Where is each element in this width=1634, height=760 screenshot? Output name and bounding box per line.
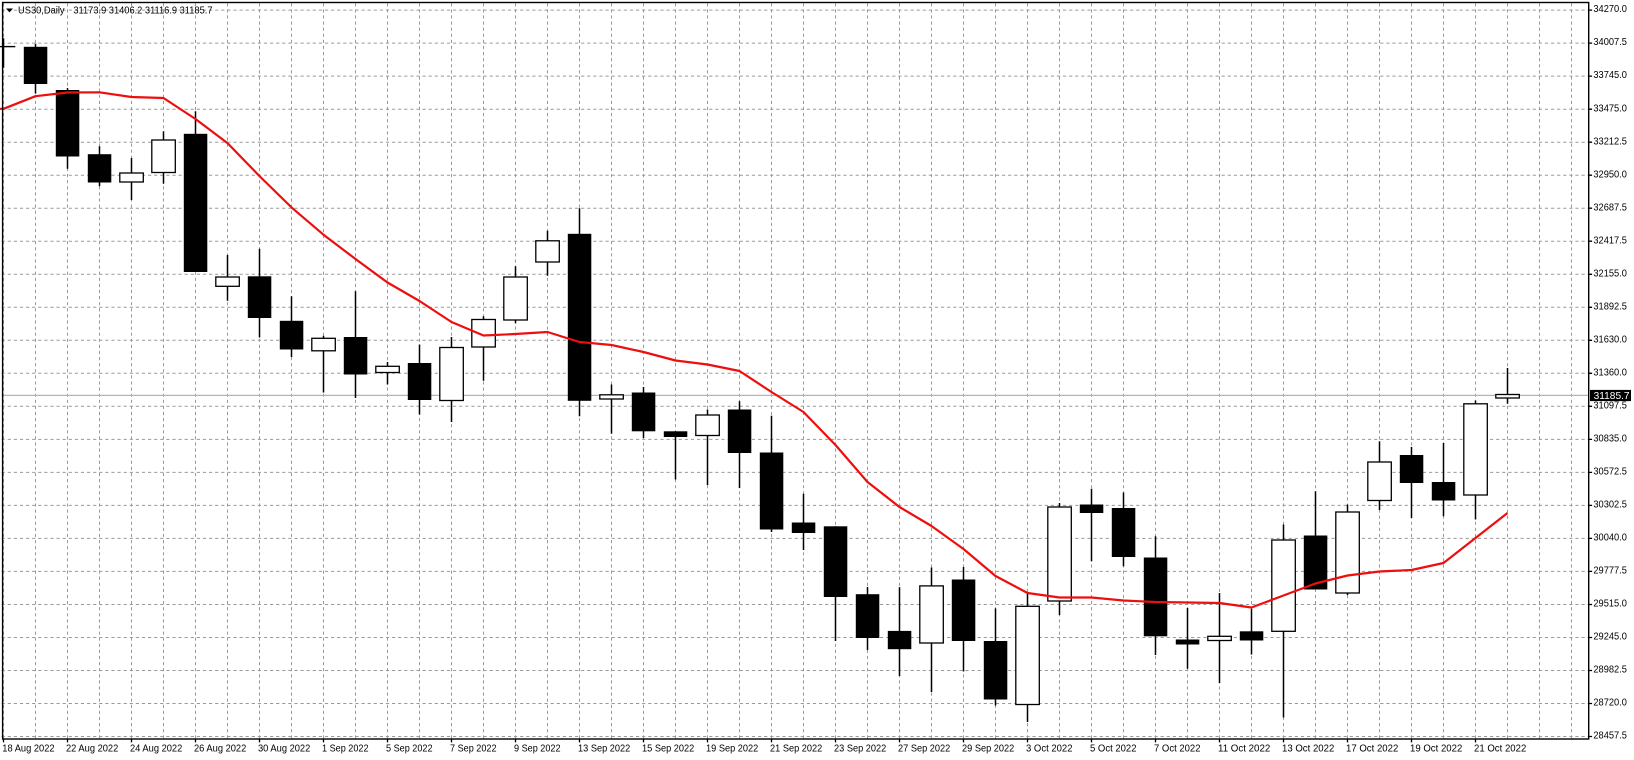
svg-text:5 Sep 2022: 5 Sep 2022 [386, 744, 433, 755]
svg-text:34007.5: 34007.5 [1593, 37, 1627, 48]
svg-text:31185.7: 31185.7 [1594, 391, 1630, 402]
svg-text:22 Aug 2022: 22 Aug 2022 [66, 744, 119, 755]
svg-text:30302.5: 30302.5 [1593, 500, 1627, 511]
svg-text:34270.0: 34270.0 [1593, 4, 1627, 15]
svg-text:33475.0: 33475.0 [1593, 103, 1627, 114]
svg-text:27 Sep 2022: 27 Sep 2022 [898, 744, 951, 755]
svg-text:30572.5: 30572.5 [1593, 467, 1627, 478]
svg-text:30 Aug 2022: 30 Aug 2022 [258, 744, 311, 755]
svg-text:31097.5: 31097.5 [1593, 400, 1627, 411]
svg-text:23 Sep 2022: 23 Sep 2022 [834, 744, 887, 755]
svg-text:32950.0: 32950.0 [1593, 169, 1627, 180]
svg-text:7 Sep 2022: 7 Sep 2022 [450, 744, 497, 755]
svg-text:21 Sep 2022: 21 Sep 2022 [770, 744, 823, 755]
svg-text:30040.0: 30040.0 [1593, 533, 1627, 544]
svg-text:9 Sep 2022: 9 Sep 2022 [514, 744, 561, 755]
svg-text:5 Oct 2022: 5 Oct 2022 [1090, 744, 1137, 755]
svg-text:31360.0: 31360.0 [1593, 367, 1627, 378]
svg-text:32687.5: 32687.5 [1593, 202, 1627, 213]
svg-text:3 Oct 2022: 3 Oct 2022 [1026, 744, 1073, 755]
svg-text:US30,Daily: US30,Daily [18, 6, 65, 17]
svg-text:33212.5: 33212.5 [1593, 136, 1627, 147]
svg-text:21 Oct 2022: 21 Oct 2022 [1474, 744, 1527, 755]
svg-text:28982.5: 28982.5 [1593, 665, 1627, 676]
svg-text:31892.5: 31892.5 [1593, 301, 1627, 312]
svg-text:19 Sep 2022: 19 Sep 2022 [706, 744, 759, 755]
svg-text:13 Oct 2022: 13 Oct 2022 [1282, 744, 1335, 755]
svg-text:24 Aug 2022: 24 Aug 2022 [130, 744, 183, 755]
svg-text:15 Sep 2022: 15 Sep 2022 [642, 744, 695, 755]
svg-text:30835.0: 30835.0 [1593, 434, 1627, 445]
svg-text:7 Oct 2022: 7 Oct 2022 [1154, 744, 1201, 755]
svg-text:29 Sep 2022: 29 Sep 2022 [962, 744, 1015, 755]
svg-text:31630.0: 31630.0 [1593, 334, 1627, 345]
svg-text:28457.5: 28457.5 [1593, 731, 1627, 742]
svg-text:18 Aug 2022: 18 Aug 2022 [2, 744, 55, 755]
svg-text:11 Oct 2022: 11 Oct 2022 [1218, 744, 1271, 755]
svg-text:13 Sep 2022: 13 Sep 2022 [578, 744, 631, 755]
svg-text:26 Aug 2022: 26 Aug 2022 [194, 744, 247, 755]
svg-text:32417.5: 32417.5 [1593, 235, 1627, 246]
svg-text:29777.5: 29777.5 [1593, 566, 1627, 577]
svg-text:29245.0: 29245.0 [1593, 632, 1627, 643]
svg-text:33745.0: 33745.0 [1593, 70, 1627, 81]
svg-text:32155.0: 32155.0 [1593, 268, 1627, 279]
svg-text:17 Oct 2022: 17 Oct 2022 [1346, 744, 1399, 755]
svg-text:29515.0: 29515.0 [1593, 599, 1627, 610]
svg-text:31173.9 31406.2 31116.9 31185.: 31173.9 31406.2 31116.9 31185.7 [73, 6, 212, 17]
svg-text:19 Oct 2022: 19 Oct 2022 [1410, 744, 1463, 755]
svg-text:28720.0: 28720.0 [1593, 698, 1627, 709]
svg-text:1 Sep 2022: 1 Sep 2022 [322, 744, 369, 755]
